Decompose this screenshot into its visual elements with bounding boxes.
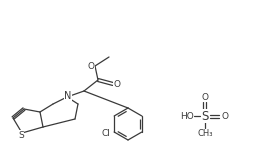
Text: S: S [200, 109, 208, 123]
Text: O: O [87, 61, 94, 71]
Text: CH₃: CH₃ [197, 129, 212, 139]
Text: N: N [64, 91, 71, 101]
Text: S: S [18, 131, 24, 140]
Text: O: O [113, 80, 120, 88]
Text: HO: HO [179, 112, 193, 120]
Text: Cl: Cl [101, 128, 110, 137]
Text: O: O [221, 112, 228, 120]
Text: O: O [201, 92, 208, 101]
